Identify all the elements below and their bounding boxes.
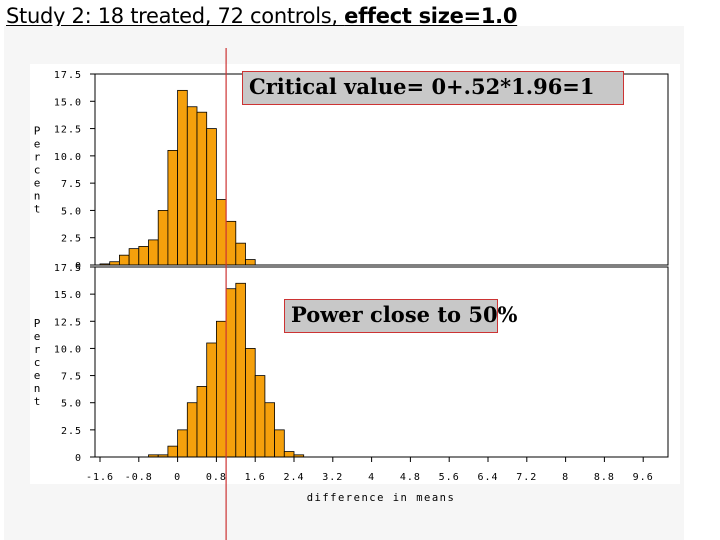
y-tick-label: 2.5 xyxy=(61,234,82,245)
y-tick-label: 17.5 xyxy=(54,263,82,274)
x-tick-label: 8 xyxy=(562,472,569,483)
x-tick-label: 3.2 xyxy=(322,472,343,483)
histogram-bar xyxy=(186,106,198,266)
x-axis-label: difference in means xyxy=(307,492,456,504)
x-tick-label: 8.8 xyxy=(594,472,615,483)
histogram-bar xyxy=(196,386,208,458)
histogram-bar xyxy=(167,149,178,266)
histogram-bar xyxy=(128,248,140,266)
x-tick-label: -1.6 xyxy=(86,472,114,483)
critical-value-callout: Critical value= 0+.52*1.96=1 xyxy=(242,71,624,105)
x-tick-label: 7.2 xyxy=(516,472,537,483)
y-tick-label: 12.5 xyxy=(54,317,82,328)
x-tick-label: 0 xyxy=(174,472,181,483)
y-tick-label: 17.5 xyxy=(54,70,82,81)
histogram-bar xyxy=(196,111,208,266)
plot-area-background xyxy=(30,64,680,484)
y-tick-label: 5.0 xyxy=(61,206,82,217)
x-tick-label: -0.8 xyxy=(125,472,153,483)
histogram-bar xyxy=(235,242,246,266)
histogram-bar xyxy=(177,89,188,266)
x-tick-label: 6.4 xyxy=(477,472,498,483)
histogram-bar xyxy=(138,246,149,266)
histogram-bar xyxy=(119,254,130,266)
histogram-bar xyxy=(206,128,217,266)
histogram-bar xyxy=(225,288,237,458)
histogram-bar xyxy=(215,320,227,458)
histogram-bar xyxy=(264,402,275,458)
slide-title: Study 2: 18 treated, 72 controls, effect… xyxy=(6,4,517,28)
y-tick-label: 10.0 xyxy=(54,152,82,163)
y-tick-label: 12.5 xyxy=(54,125,82,136)
histogram-bar xyxy=(167,445,178,458)
histogram-bar xyxy=(245,259,256,266)
histogram-bar xyxy=(148,239,159,266)
y-tick-label: 2.5 xyxy=(61,426,82,437)
x-tick-label: 5.6 xyxy=(439,472,460,483)
axis-frame xyxy=(94,266,669,458)
y-tick-label: 0 xyxy=(75,261,82,272)
histogram-bar xyxy=(274,429,285,458)
slide-title-bold: effect size=1.0 xyxy=(344,4,518,28)
y-tick-label: 10.0 xyxy=(54,344,82,355)
histogram-bar xyxy=(206,342,217,458)
y-tick-label: 0 xyxy=(75,453,82,464)
histogram-bar xyxy=(254,375,266,458)
x-tick-label: 4.8 xyxy=(400,472,421,483)
y-tick-label: 5.0 xyxy=(61,399,82,410)
histogram-bar xyxy=(157,210,169,266)
power-callout: Power close to 50% xyxy=(284,299,518,333)
x-tick-label: 0.8 xyxy=(206,472,227,483)
x-tick-label: 4 xyxy=(368,472,375,483)
histogram-bar xyxy=(177,429,188,458)
slide-title-prefix: Study 2: 18 treated, 72 controls, xyxy=(6,4,345,28)
y-tick-label: 15.0 xyxy=(54,290,82,301)
histogram-bar xyxy=(235,282,246,458)
histogram-bar xyxy=(245,348,256,458)
y-tick-label: 15.0 xyxy=(54,97,82,108)
histogram-bar xyxy=(215,199,227,266)
x-tick-label: 9.6 xyxy=(633,472,654,483)
histogram-bar xyxy=(225,220,237,266)
y-tick-label: 7.5 xyxy=(61,179,82,190)
histogram-bar xyxy=(283,451,295,458)
y-tick-label: 7.5 xyxy=(61,372,82,383)
x-tick-label: 2.4 xyxy=(283,472,304,483)
x-tick-label: 1.6 xyxy=(245,472,266,483)
histogram-bar xyxy=(186,402,198,458)
